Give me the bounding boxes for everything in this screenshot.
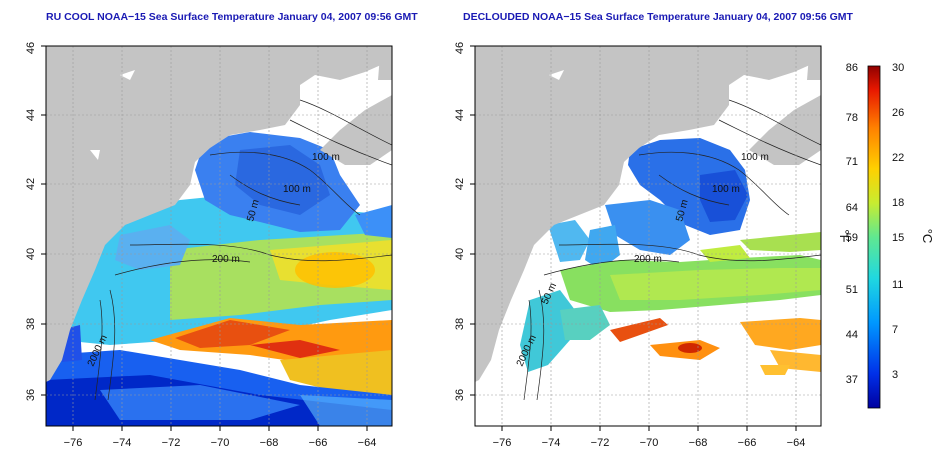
contour-label-100m-a-left: 100 m — [312, 152, 340, 163]
x-tick-right-74: −74 — [542, 437, 561, 449]
x-tick-right-68: −68 — [689, 437, 708, 449]
frame-left — [45, 45, 393, 427]
y-tick-right-46: 46 — [454, 42, 466, 54]
bathymetry-contours-right — [523, 99, 821, 401]
sst-field-right — [520, 138, 821, 375]
c-tick-11: 11 — [892, 279, 903, 291]
y-tick-left-40: 40 — [25, 248, 37, 260]
x-tick-left-68: −68 — [260, 437, 279, 449]
f-tick-37: 37 — [846, 374, 858, 386]
title-right: DECLOUDED NOAA−15 Sea Surface Temperatur… — [463, 11, 853, 23]
c-tick-3: 3 — [892, 369, 898, 381]
frame-right — [474, 45, 822, 427]
y-tick-left-46: 46 — [25, 42, 37, 54]
bathymetry-contours-left — [94, 99, 392, 401]
y-axis-right: 36 38 40 42 44 46 — [454, 42, 475, 401]
sst-field-left — [46, 118, 392, 426]
c-tick-30: 30 — [892, 62, 904, 74]
contour-label-100m-a-right: 100 m — [741, 152, 769, 163]
map-panel-left — [46, 46, 392, 426]
map-panel-right — [475, 46, 821, 426]
celsius-axis-label: °C — [920, 229, 935, 244]
newfoundland-fragment-left — [378, 52, 392, 80]
x-tick-right-72: −72 — [591, 437, 610, 449]
x-tick-left-70: −70 — [211, 437, 230, 449]
c-tick-22: 22 — [892, 152, 904, 164]
y-tick-right-40: 40 — [454, 248, 466, 260]
y-axis-left: 36 38 40 42 44 46 — [25, 42, 46, 401]
f-tick-86: 86 — [846, 62, 858, 74]
y-tick-left-42: 42 — [25, 178, 37, 190]
colorbar-gradient — [867, 65, 881, 409]
f-tick-59: 59 — [846, 232, 858, 244]
x-axis-right: −76 −74 −72 −70 −68 −66 −64 — [493, 426, 806, 449]
x-tick-right-70: −70 — [640, 437, 659, 449]
y-tick-left-44: 44 — [25, 109, 37, 121]
f-tick-78: 78 — [846, 112, 858, 124]
c-tick-15: 15 — [892, 232, 904, 244]
c-tick-26: 26 — [892, 107, 904, 119]
x-tick-left-64: −64 — [358, 437, 377, 449]
f-tick-44: 44 — [846, 329, 858, 341]
contour-label-100m-b-right: 100 m — [712, 184, 740, 195]
title-left: RU COOL NOAA−15 Sea Surface Temperature … — [46, 11, 418, 23]
x-tick-right-64: −64 — [787, 437, 806, 449]
colorbar: 86 78 71 64 59 51 44 37 30 26 22 18 15 1… — [837, 62, 935, 409]
c-tick-7: 7 — [892, 324, 898, 336]
contour-label-100m-b-left: 100 m — [283, 184, 311, 195]
c-tick-18: 18 — [892, 197, 904, 209]
y-tick-right-38: 38 — [454, 318, 466, 330]
y-tick-left-36: 36 — [25, 389, 37, 401]
grid-right — [475, 46, 821, 426]
contour-label-200m-right: 200 m — [634, 254, 662, 265]
land-right — [475, 46, 821, 382]
y-tick-left-38: 38 — [25, 318, 37, 330]
x-tick-left-76: −76 — [64, 437, 83, 449]
f-tick-64: 64 — [846, 202, 858, 214]
nova-scotia-right — [749, 95, 821, 165]
x-tick-right-66: −66 — [738, 437, 757, 449]
nova-scotia-left — [320, 95, 392, 165]
x-axis-left: −76 −74 −72 −70 −68 −66 −64 — [64, 426, 377, 449]
land-left — [46, 46, 392, 382]
grid-left — [46, 46, 392, 426]
f-tick-71: 71 — [846, 156, 858, 168]
fahrenheit-axis-label: °F — [837, 229, 852, 242]
x-tick-right-76: −76 — [493, 437, 512, 449]
f-tick-51: 51 — [846, 284, 858, 296]
x-tick-left-66: −66 — [309, 437, 328, 449]
contour-label-200m-left: 200 m — [212, 254, 240, 265]
y-tick-right-44: 44 — [454, 109, 466, 121]
y-tick-right-36: 36 — [454, 389, 466, 401]
y-tick-right-42: 42 — [454, 178, 466, 190]
newfoundland-fragment-right — [807, 52, 821, 80]
x-tick-left-74: −74 — [113, 437, 132, 449]
x-tick-left-72: −72 — [162, 437, 181, 449]
